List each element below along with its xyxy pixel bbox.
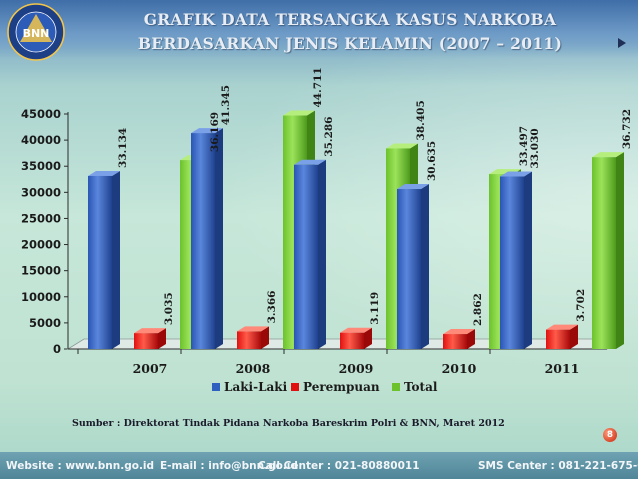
logo-text: BNN	[23, 27, 50, 40]
bar	[294, 164, 318, 349]
bar-top	[294, 159, 326, 165]
bar	[237, 331, 261, 349]
legend-swatch	[392, 383, 400, 391]
bar-top	[386, 143, 418, 149]
bnn-logo: BNN	[7, 3, 65, 61]
y-tick-label: 45000	[21, 107, 61, 121]
data-label: 33.497	[518, 126, 530, 166]
data-label: 41.345	[220, 85, 232, 125]
footer-email[interactable]: E-mail : info@bnn.go.id	[160, 460, 298, 472]
bars	[88, 110, 624, 350]
bar	[134, 333, 158, 349]
bar	[546, 329, 570, 349]
y-tick-label: 0	[53, 342, 61, 356]
bar	[397, 189, 421, 349]
bar-side	[616, 152, 624, 349]
source-note: Sumber : Direktorat Tindak Pidana Narkob…	[72, 418, 505, 429]
data-label: 30.635	[426, 141, 438, 181]
bar-side	[318, 159, 326, 349]
bar-top	[443, 329, 475, 335]
legend-swatch	[291, 383, 299, 391]
bar-top	[546, 324, 578, 330]
x-axis: 2007 2008 2009 2010 2011	[77, 349, 580, 376]
data-label: 3.035	[163, 292, 175, 325]
legend-label: Laki-Laki	[224, 380, 288, 394]
data-label: 3.366	[266, 291, 278, 324]
bar-top	[397, 184, 429, 190]
data-label: 3.119	[369, 292, 381, 325]
y-axis: 0 5000 10000 15000 20000 25000 30000 35000 40000…	[21, 107, 69, 356]
data-label: 3.702	[575, 289, 587, 322]
bar-side	[524, 171, 532, 349]
bar-side	[364, 327, 372, 349]
y-tick-label: 5000	[29, 316, 61, 330]
data-label: 36.169	[209, 112, 221, 152]
data-label: 2.862	[472, 293, 484, 326]
bar	[88, 175, 112, 349]
bar	[592, 157, 616, 349]
x-tick-label: 2010	[442, 361, 477, 376]
footer-website[interactable]: Website : www.bnn.go.id	[6, 460, 155, 472]
data-label: 44.711	[312, 67, 324, 107]
data-label: 33.134	[117, 128, 129, 168]
bar-top	[340, 327, 372, 333]
bar-side	[158, 328, 166, 349]
y-tick-label: 10000	[21, 290, 61, 304]
x-tick-label: 2009	[339, 361, 374, 376]
legend-label: Total	[404, 380, 438, 394]
bar-side	[570, 324, 578, 349]
chart-title-line-1: GRAFIK DATA TERSANGKA KASUS NARKOBA	[143, 10, 557, 29]
legend: Laki-Laki Perempuan Total	[212, 380, 438, 394]
bar-top	[134, 328, 166, 334]
page-number: 8	[603, 428, 617, 442]
bar	[500, 176, 524, 349]
bar-top	[500, 171, 532, 177]
data-label: 38.405	[415, 100, 427, 140]
bar-side	[112, 170, 120, 349]
bar-side	[467, 329, 475, 349]
bar-top	[283, 110, 315, 116]
data-label: 35.286	[323, 117, 335, 157]
x-tick-label: 2007	[133, 361, 168, 376]
data-label: 36.732	[621, 109, 633, 149]
footer-call-center: Call Center : 021-80880011	[258, 460, 420, 472]
x-tick-label: 2011	[545, 361, 580, 376]
header-band	[0, 0, 638, 58]
bar	[443, 334, 467, 349]
y-tick-label: 35000	[21, 159, 61, 173]
y-tick-label: 25000	[21, 211, 61, 225]
bar	[340, 332, 364, 349]
bar-top	[592, 152, 624, 158]
bar	[191, 133, 215, 349]
chart-title-line-2: BERDASARKAN JENIS KELAMIN (2007 – 2011)	[137, 34, 563, 53]
bar-side	[261, 326, 269, 349]
footer-sms-center: SMS Center : 081-221-675-675	[478, 460, 638, 472]
data-label: 33.030	[529, 128, 541, 168]
y-tick-label: 40000	[21, 133, 61, 147]
bar-top	[237, 326, 269, 332]
x-tick-label: 2008	[236, 361, 271, 376]
footer-bar: Website : www.bnn.go.id E-mail : info@bn…	[0, 452, 638, 479]
legend-label: Perempuan	[303, 380, 380, 394]
bar-chart: 0 5000 10000 15000 20000 25000 30000 35000 40000…	[21, 67, 633, 394]
bar-top	[88, 170, 120, 176]
arrow-right-icon	[618, 38, 626, 48]
y-tick-label: 20000	[21, 238, 61, 252]
bar-side	[421, 184, 429, 349]
bar-side	[215, 128, 223, 349]
y-tick-label: 15000	[21, 264, 61, 278]
legend-swatch	[212, 383, 220, 391]
y-tick-label: 30000	[21, 185, 61, 199]
bar-top	[191, 128, 223, 134]
